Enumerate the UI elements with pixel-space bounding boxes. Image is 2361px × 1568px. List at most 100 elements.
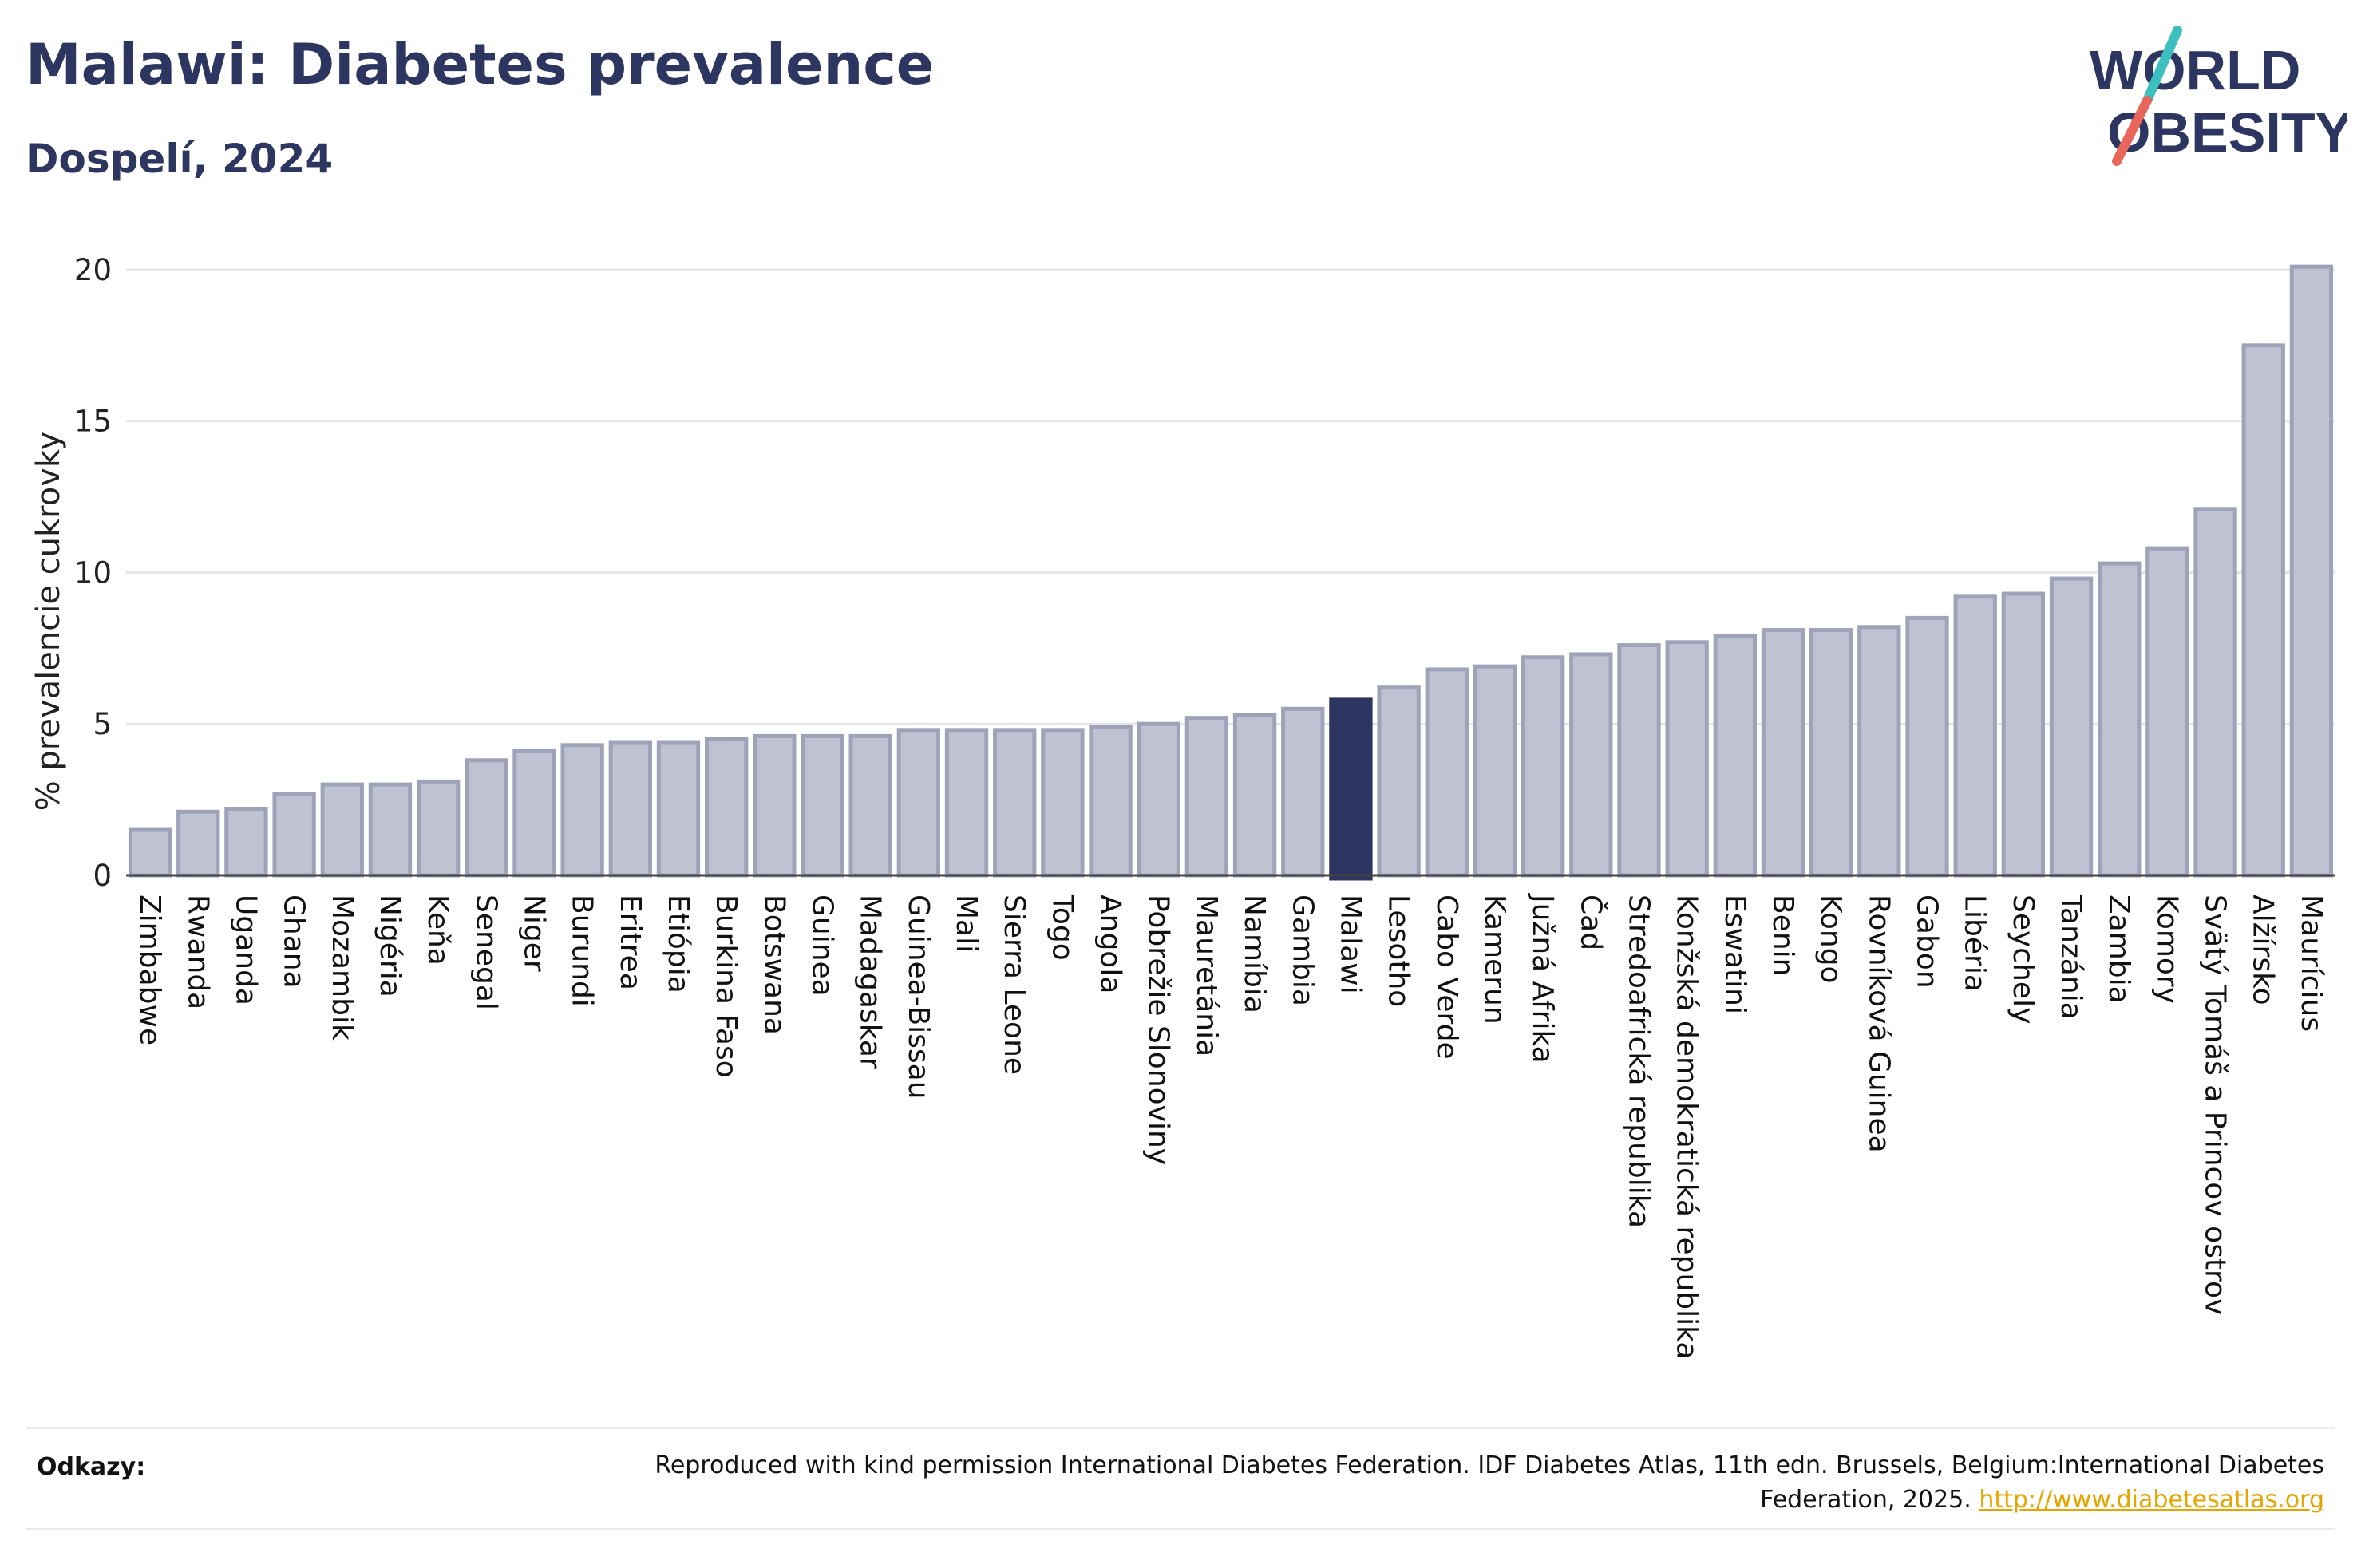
bar — [1761, 628, 1805, 878]
x-tick-label: Namíbia — [1238, 895, 1271, 1013]
x-tick-label: Eritrea — [614, 895, 647, 990]
chart-subtitle: Dospelí, 2024 — [26, 136, 334, 182]
bar — [801, 733, 844, 878]
bar — [176, 809, 220, 878]
x-tick-label: Alžírsko — [2247, 895, 2280, 1005]
bar — [1665, 640, 1709, 878]
bar — [1377, 685, 1421, 878]
x-tick-label: Zambia — [2102, 895, 2135, 1004]
x-tick-label: Keňa — [421, 895, 454, 966]
x-tick-label: Pobrežie Slonoviny — [1142, 895, 1175, 1165]
bar — [1425, 667, 1469, 878]
x-tick-label: Sierra Leone — [998, 895, 1030, 1075]
x-tick-label: Madagaskar — [854, 895, 887, 1069]
bar — [2145, 546, 2189, 878]
bar — [656, 740, 701, 878]
x-tick-label: Kamerun — [1478, 895, 1511, 1025]
bar — [1905, 615, 1949, 878]
x-tick-label: Stredoafrická republika — [1622, 895, 1655, 1228]
bar — [753, 733, 797, 878]
bar — [1953, 594, 1997, 878]
chart-title: Malawi: Diabetes prevalence — [26, 32, 935, 97]
x-tick-label: Južná Afrika — [1526, 893, 1559, 1064]
world-obesity-logo: WORLD OBESITY — [2090, 26, 2347, 166]
diabetes-atlas-link[interactable]: http://www.diabetesatlas.org — [1979, 1486, 2324, 1514]
bar — [2098, 561, 2142, 878]
x-tick-label: Togo — [1046, 894, 1078, 961]
x-tick-label: Rovníková Guinea — [1862, 895, 1895, 1153]
bar — [1089, 725, 1133, 878]
logo-line1: WORLD — [2090, 39, 2300, 101]
bar — [224, 807, 268, 878]
y-tick-label: 0 — [93, 859, 112, 893]
x-tick-label: Botswana — [757, 895, 790, 1035]
bar — [128, 827, 172, 878]
x-tick-label: Svätý Tomáš a Princov ostrov — [2199, 895, 2232, 1315]
bar — [560, 743, 604, 878]
x-tick-label: Uganda — [229, 895, 262, 1005]
bar — [1329, 697, 1373, 881]
bar — [512, 748, 556, 878]
bar — [1041, 728, 1085, 878]
bar — [1809, 628, 1853, 878]
references-text: Reproduced with kind permission Internat… — [648, 1448, 2324, 1517]
bar — [272, 792, 316, 878]
x-tick-label: Gabon — [1911, 895, 1944, 989]
bar — [2193, 507, 2237, 878]
bar — [705, 737, 749, 878]
bar — [848, 733, 892, 878]
x-tick-label: Lesotho — [1382, 895, 1415, 1007]
bar — [2001, 591, 2046, 878]
x-tick-label: Zimbabwe — [133, 895, 166, 1045]
bar — [1473, 664, 1517, 878]
bar — [1232, 713, 1277, 878]
x-tick-label: Gambia — [1286, 895, 1319, 1006]
bar — [2289, 264, 2334, 878]
y-tick-label: 15 — [74, 405, 112, 439]
bar — [2049, 576, 2094, 878]
x-tick-label: Benin — [1766, 895, 1799, 976]
x-tick-label: Komory — [2150, 895, 2183, 1004]
references-citation: Reproduced with kind permission Internat… — [655, 1451, 2324, 1514]
references-footer: Odkazy: Reproduced with kind permission … — [26, 1427, 2335, 1530]
bar — [1857, 625, 1901, 878]
x-tick-label: Niger — [517, 895, 550, 972]
y-tick-label: 10 — [74, 555, 112, 590]
x-tick-label: Mali — [950, 895, 983, 953]
x-tick-label: Mozambik — [326, 895, 358, 1041]
bar — [896, 728, 941, 878]
x-tick-label: Etiópia — [662, 895, 694, 993]
x-tick-label: Čad — [1574, 895, 1608, 950]
logo-line2: OBESITY — [2107, 101, 2347, 164]
x-tick-label: Malawi — [1334, 895, 1366, 994]
bar — [608, 740, 652, 878]
x-tick-label: Konžská demokratická republika — [1671, 895, 1703, 1359]
bar-chart: 0 5 10 15 20 Zimbabwe Rwanda Uganda Ghana Mozambi… — [30, 253, 2335, 1359]
bar — [1281, 706, 1325, 878]
x-tick-label: Mauretánia — [1190, 895, 1223, 1057]
bar — [1184, 716, 1229, 878]
x-tick-label: Eswatini — [1718, 895, 1751, 1014]
bar — [320, 782, 364, 878]
y-tick-label: 20 — [74, 253, 112, 287]
bar — [1617, 643, 1661, 878]
bar — [416, 779, 461, 878]
bar — [1569, 652, 1613, 878]
x-tick-label: Guinea — [806, 895, 839, 997]
bar — [944, 728, 989, 878]
x-tick-label: Seychely — [2007, 895, 2039, 1024]
x-tick-label: Burkina Faso — [710, 895, 742, 1078]
y-axis-label: % prevalencie cukrovky — [30, 432, 67, 812]
x-tick-label: Nigéria — [374, 895, 406, 997]
x-tick-label: Burundi — [566, 895, 599, 1007]
x-tick-label: Cabo Verde — [1430, 895, 1463, 1060]
x-tick-label: Rwanda — [181, 895, 214, 1009]
x-tick-label: Ghana — [278, 895, 310, 989]
x-tick-label: Tanzánia — [2055, 894, 2087, 1020]
bar — [1713, 634, 1757, 878]
bar — [1521, 655, 1565, 878]
bar — [2241, 343, 2285, 878]
bar — [368, 782, 413, 878]
x-tick-label: Guinea-Bissau — [902, 895, 935, 1100]
bar — [465, 758, 508, 878]
